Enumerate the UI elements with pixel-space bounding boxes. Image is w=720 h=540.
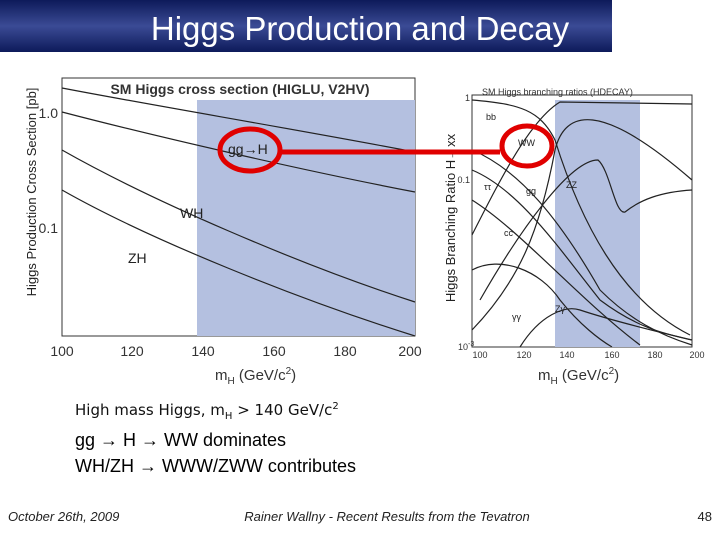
plot-title: SM Higgs branching ratios (HDECAY) bbox=[482, 87, 633, 97]
x-tick-label: 180 bbox=[333, 343, 357, 359]
curve-label: cc bbox=[504, 228, 514, 238]
body-text: WH/ZH → WWW/ZWW contributes bbox=[75, 456, 356, 476]
curve-label: Zγ bbox=[555, 304, 565, 314]
body-text: gg → H → WW dominates bbox=[75, 430, 286, 450]
shaded-region bbox=[555, 100, 640, 347]
title-bar bbox=[0, 0, 612, 52]
curve-label: gg bbox=[526, 186, 536, 196]
right-plot: SM Higgs branching ratios (HDECAY) Higgs… bbox=[443, 87, 705, 387]
x-tick-label: 120 bbox=[516, 350, 531, 360]
curve-label: ZZ bbox=[566, 180, 577, 190]
highlight bbox=[217, 123, 555, 174]
y-tick-label: 1 bbox=[465, 93, 470, 103]
x-label: mH (GeV/c2) bbox=[215, 366, 296, 387]
slide-title: Higgs Production and Decay bbox=[151, 10, 570, 47]
footer-date: October 26th, 2009 bbox=[8, 509, 119, 524]
curve-label: WW bbox=[518, 138, 535, 148]
footer-presenter: Rainer Wallny - Recent Results from the … bbox=[244, 509, 529, 524]
x-tick-label: 160 bbox=[262, 343, 286, 359]
shaded-region bbox=[197, 100, 415, 336]
y-tick-label: 0.1 bbox=[457, 175, 470, 185]
x-tick-label: 100 bbox=[50, 343, 74, 359]
y-tick-label: 0.1 bbox=[39, 220, 59, 236]
body-text: High mass Higgs, mH > 140 GeV/c2 bbox=[75, 401, 339, 422]
x-tick-label: 200 bbox=[689, 350, 704, 360]
x-tick-label: 100 bbox=[472, 350, 487, 360]
x-tick-label: 140 bbox=[191, 343, 215, 359]
left-plot: SM Higgs cross section (HIGLU, V2HV) Hig… bbox=[24, 77, 422, 387]
x-tick-label: 200 bbox=[398, 343, 422, 359]
x-tick-label: 120 bbox=[120, 343, 144, 359]
plot-title: SM Higgs cross section (HIGLU, V2HV) bbox=[110, 81, 369, 97]
curve-label: WH bbox=[180, 205, 203, 221]
x-label: mH (GeV/c2) bbox=[538, 366, 619, 387]
x-tick-label: 160 bbox=[604, 350, 619, 360]
curve-label: gg→H bbox=[228, 141, 268, 157]
curve-label: γγ bbox=[512, 312, 522, 322]
y-tick-label: 10-3 bbox=[458, 341, 474, 352]
curve-label: ZH bbox=[128, 250, 147, 266]
y-label: Higgs Branching Ratio H→xx bbox=[443, 133, 458, 302]
y-tick-label: 1.0 bbox=[39, 105, 59, 121]
y-label: Higgs Production Cross Section [pb] bbox=[24, 88, 39, 297]
page-number: 48 bbox=[698, 509, 712, 524]
curve-label: bb bbox=[486, 112, 496, 122]
curve-label: ττ bbox=[484, 182, 492, 192]
x-tick-label: 140 bbox=[559, 350, 574, 360]
x-tick-label: 180 bbox=[647, 350, 662, 360]
